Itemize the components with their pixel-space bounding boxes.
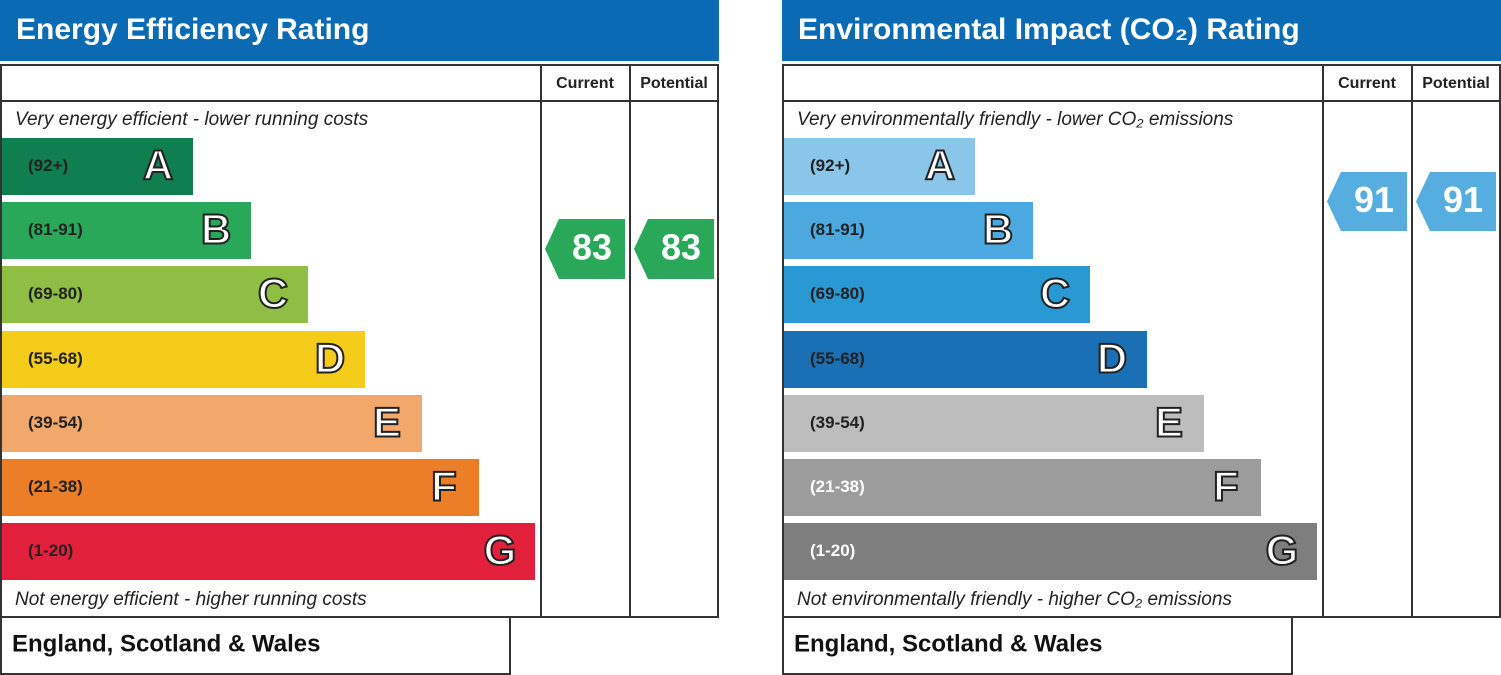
header-current: Current (1338, 75, 1396, 92)
band-letter: F (1213, 463, 1239, 510)
band-range: (81-91) (28, 220, 83, 239)
rating-band (784, 395, 1204, 452)
band-range: (69-80) (28, 284, 83, 303)
footer-box (0, 616, 511, 675)
rating-band (784, 138, 975, 195)
bottom-note: Not environmentally friendly - higher CO… (797, 589, 1232, 610)
footer-box (782, 616, 1293, 675)
band-range: (1-20) (810, 541, 855, 560)
rating-value: 91 (1354, 179, 1394, 220)
rating-band (784, 523, 1317, 580)
rating-indicator (1327, 172, 1407, 231)
rating-band (2, 266, 308, 323)
rating-indicator (545, 219, 625, 279)
rating-band (2, 331, 365, 388)
rating-indicator (1416, 172, 1496, 231)
rating-value: 91 (1443, 179, 1483, 220)
bottom-note: Not energy efficient - higher running co… (15, 589, 367, 610)
band-range: (39-54) (28, 413, 83, 432)
panel-title: Environmental Impact (CO₂) Rating (798, 13, 1300, 46)
band-letter: C (258, 270, 288, 317)
rating-band (784, 331, 1147, 388)
rating-indicator (634, 219, 714, 279)
rating-band (784, 459, 1261, 516)
band-range: (21-38) (28, 477, 83, 496)
rating-band (2, 138, 193, 195)
band-letter: G (484, 527, 517, 574)
rating-band (784, 266, 1090, 323)
top-note: Very energy efficient - lower running co… (15, 109, 369, 130)
panel-title: Energy Efficiency Rating (16, 13, 369, 46)
title-bar (782, 0, 1501, 61)
band-range: (39-54) (810, 413, 865, 432)
band-letter: F (431, 463, 457, 510)
band-letter: C (1040, 270, 1070, 317)
band-range: (1-20) (28, 541, 73, 560)
rating-band (2, 459, 479, 516)
band-range: (55-68) (810, 349, 865, 368)
band-range: (69-80) (810, 284, 865, 303)
rating-band (2, 523, 535, 580)
band-letter: B (983, 206, 1013, 253)
band-range: (55-68) (28, 349, 83, 368)
top-note: Very environmentally friendly - lower CO… (797, 109, 1234, 130)
band-range: (81-91) (810, 220, 865, 239)
title-bar (0, 0, 719, 61)
band-letter: D (315, 335, 345, 382)
rating-band (2, 202, 251, 259)
header-potential: Potential (1422, 75, 1490, 92)
band-range: (92+) (810, 156, 850, 175)
band-letter: E (373, 399, 401, 446)
band-range: (92+) (28, 156, 68, 175)
band-letter: B (201, 206, 231, 253)
header-current: Current (556, 75, 614, 92)
footer: England, Scotland & Wales (794, 630, 1102, 657)
footer: England, Scotland & Wales (12, 630, 320, 657)
band-letter: D (1097, 335, 1127, 382)
rating-value: 83 (572, 227, 612, 268)
rating-value: 83 (661, 227, 701, 268)
band-letter: E (1155, 399, 1183, 446)
band-range: (21-38) (810, 477, 865, 496)
rating-band (2, 395, 422, 452)
rating-band (784, 202, 1033, 259)
band-letter: A (925, 142, 955, 189)
band-letter: G (1266, 527, 1299, 574)
band-letter: A (143, 142, 173, 189)
header-potential: Potential (640, 75, 708, 92)
